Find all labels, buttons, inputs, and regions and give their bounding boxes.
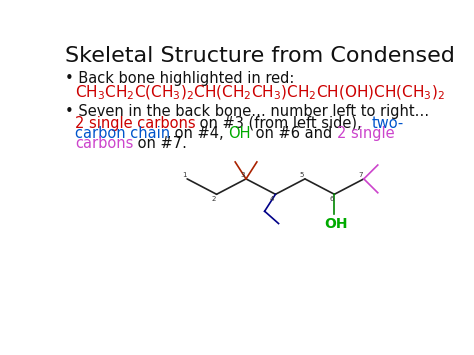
Text: 6: 6 <box>329 196 334 202</box>
Text: 3: 3 <box>241 172 245 178</box>
Text: 2 single carbons: 2 single carbons <box>75 116 195 131</box>
Text: 5: 5 <box>300 172 304 178</box>
Text: two-: two- <box>371 116 403 131</box>
Text: OH: OH <box>324 217 347 231</box>
Text: 2 single: 2 single <box>337 126 394 141</box>
Text: 4: 4 <box>270 196 274 202</box>
Text: • Seven in the back bone… number left to right…: • Seven in the back bone… number left to… <box>65 104 429 119</box>
Text: on #3 (from left side),: on #3 (from left side), <box>195 116 371 131</box>
Text: carbon chain: carbon chain <box>75 126 170 141</box>
Text: on #4,: on #4, <box>170 126 228 141</box>
Text: 7: 7 <box>358 172 363 178</box>
Text: Skeletal Structure from Condensed: Skeletal Structure from Condensed <box>65 47 456 66</box>
Text: on #6 and: on #6 and <box>251 126 337 141</box>
Text: • Back bone highlighted in red:: • Back bone highlighted in red: <box>65 71 295 86</box>
Text: on #7.: on #7. <box>133 136 187 151</box>
Text: 2: 2 <box>211 196 216 202</box>
Text: OH: OH <box>228 126 251 141</box>
Text: carbons: carbons <box>75 136 133 151</box>
Text: CH$_3$CH$_2$C(CH$_3$)$_2$CH(CH$_2$CH$_3$)CH$_2$CH(OH)CH(CH$_3$)$_2$: CH$_3$CH$_2$C(CH$_3$)$_2$CH(CH$_2$CH$_3$… <box>75 83 445 102</box>
Text: 1: 1 <box>182 172 186 178</box>
